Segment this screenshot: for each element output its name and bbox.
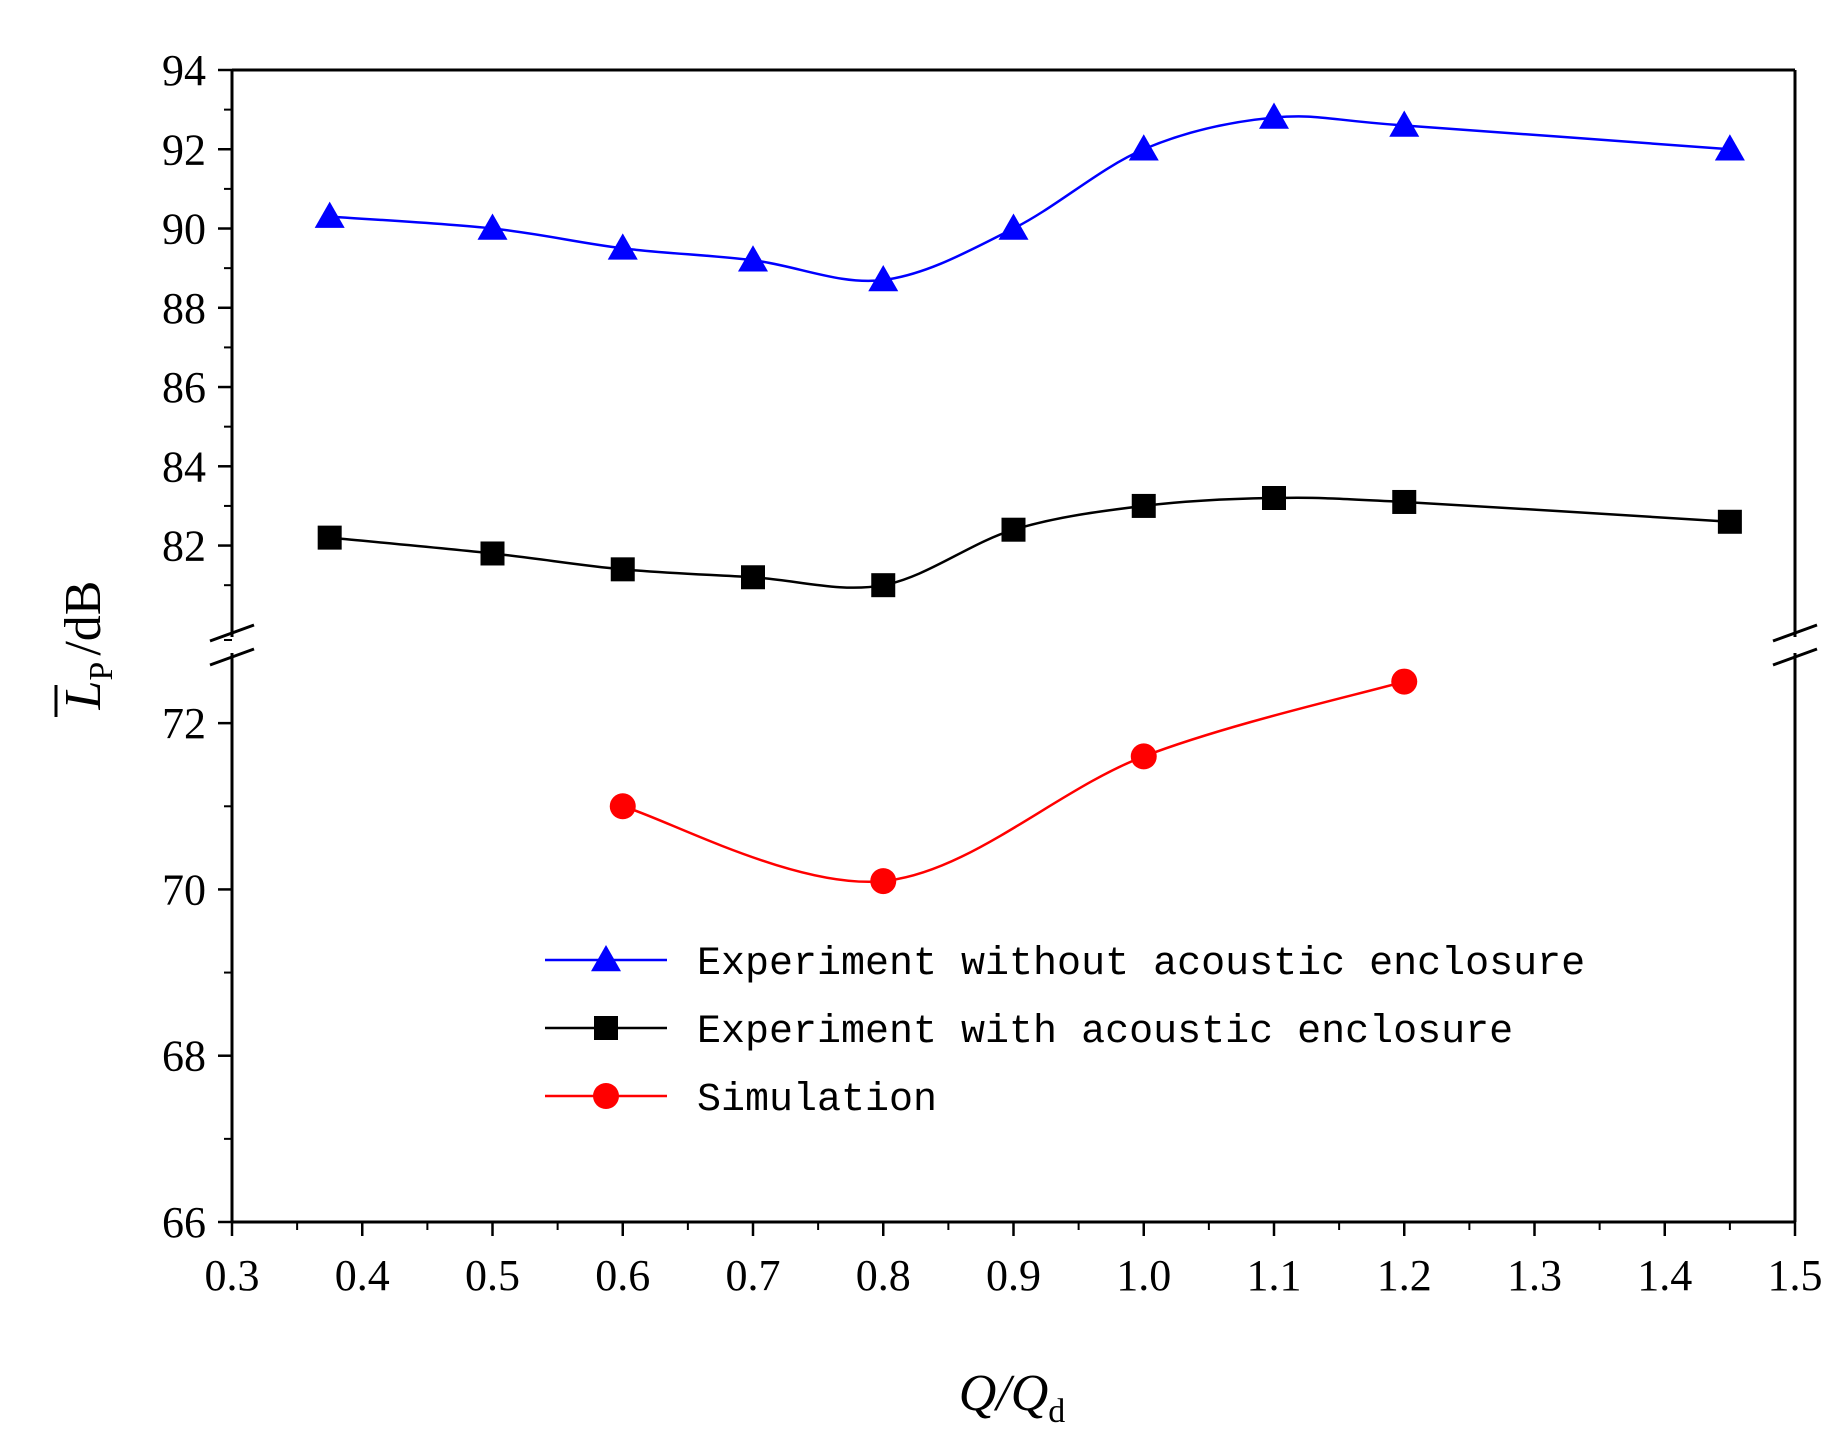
series-1-point-2 [610, 557, 635, 582]
x-tick-label-1.1: 1.1 [1247, 1251, 1302, 1300]
series-1-point-9 [1717, 509, 1742, 534]
series-line-0 [329, 115, 1730, 283]
x-tick-label-1.5: 1.5 [1768, 1251, 1823, 1300]
y-tick-label-68: 68 [162, 1032, 206, 1081]
series-0-point-3 [738, 245, 768, 272]
x-tick-label-0.8: 0.8 [856, 1251, 911, 1300]
right-axis-break-mark-2 [1772, 647, 1818, 667]
x-tick-label-1.4: 1.4 [1637, 1251, 1692, 1300]
series-1-point-1 [480, 541, 505, 566]
series-0-point-0 [314, 201, 345, 228]
y-tick-label-88: 88 [162, 284, 206, 333]
series-1-point-3 [741, 565, 765, 590]
y-tick-label-66: 66 [162, 1198, 206, 1247]
x-axis: 0.3 0.4 0.5 0.6 0.7 0.8 0.9 1.0 1.1 1.2 1.3 1.4 1.5 [205, 1222, 1823, 1300]
series-0-point-1 [477, 213, 508, 240]
y-axis-title-symbol: L [55, 681, 112, 711]
series-1-point-0 [317, 525, 342, 550]
y-axis-title-sub: P [83, 662, 120, 681]
series-0-point-6 [1128, 134, 1159, 161]
series-line-2 [622, 680, 1405, 884]
x-tick-label-1.3: 1.3 [1507, 1251, 1562, 1300]
plot-lines [314, 102, 1745, 895]
legend-label-2: Simulation [697, 1078, 937, 1123]
x-tick-label-1.2: 1.2 [1377, 1251, 1432, 1300]
svg-text:LP/dB: LP/dB [55, 581, 120, 711]
y-tick-label-72: 72 [162, 699, 206, 748]
series-2-point-3 [1391, 668, 1418, 695]
series-1-point-7 [1262, 486, 1286, 510]
series-0-point-5 [998, 213, 1029, 240]
y-tick-label-70: 70 [162, 865, 206, 914]
series-2-point-1 [870, 868, 897, 895]
y-tick-label-90: 90 [162, 205, 206, 254]
legend-label-0: Experiment without acoustic enclosure [697, 942, 1585, 987]
x-axis-title: Q/Qd [959, 1365, 1066, 1430]
series-0-point-4 [868, 265, 899, 292]
x-axis-title-main: Q/Q [959, 1365, 1049, 1422]
right-axis-break-mark-1 [1772, 623, 1818, 643]
x-tick-label-0.9: 0.9 [986, 1251, 1041, 1300]
legend-marker-2 [593, 1083, 619, 1109]
x-tick-label-0.3: 0.3 [205, 1251, 260, 1300]
series-1-point-4 [871, 573, 896, 598]
series-2-point-2 [1130, 743, 1157, 770]
y-axis: 66 68 70 72 82 84 86 88 90 92 94 [162, 46, 232, 1247]
series-0-point-8 [1389, 110, 1420, 137]
series-1-point-5 [1001, 517, 1026, 542]
legend-label-1: Experiment with acoustic enclosure [697, 1010, 1513, 1055]
left-axis-break-mark-2 [209, 647, 255, 667]
x-tick-label-1.0: 1.0 [1116, 1251, 1171, 1300]
x-tick-label-0.5: 0.5 [465, 1251, 520, 1300]
legend: Experiment without acoustic enclosure Exp… [545, 942, 1585, 1123]
series-0-point-2 [607, 233, 638, 260]
x-tick-label-0.7: 0.7 [726, 1251, 781, 1300]
series-1-point-6 [1131, 493, 1156, 518]
y-tick-label-92: 92 [162, 125, 206, 174]
y-axis-title-unit: /dB [55, 581, 112, 656]
y-axis-title: LP/dB [54, 581, 120, 717]
series-1-point-8 [1392, 489, 1417, 514]
legend-marker-0 [591, 945, 621, 972]
x-tick-label-0.6: 0.6 [595, 1251, 650, 1300]
x-axis-title-sub: d [1048, 1393, 1065, 1430]
y-tick-label-84: 84 [162, 442, 206, 491]
x-tick-label-0.4: 0.4 [335, 1251, 390, 1300]
legend-marker-1 [594, 1016, 618, 1040]
left-axis-break-mark-1 [209, 623, 255, 643]
y-tick-label-82: 82 [162, 522, 206, 571]
series-0-point-7 [1259, 102, 1289, 129]
y-tick-label-94: 94 [162, 46, 206, 95]
series-2-point-0 [609, 793, 636, 820]
series-0-point-9 [1714, 134, 1745, 161]
y-tick-label-86: 86 [162, 363, 206, 412]
